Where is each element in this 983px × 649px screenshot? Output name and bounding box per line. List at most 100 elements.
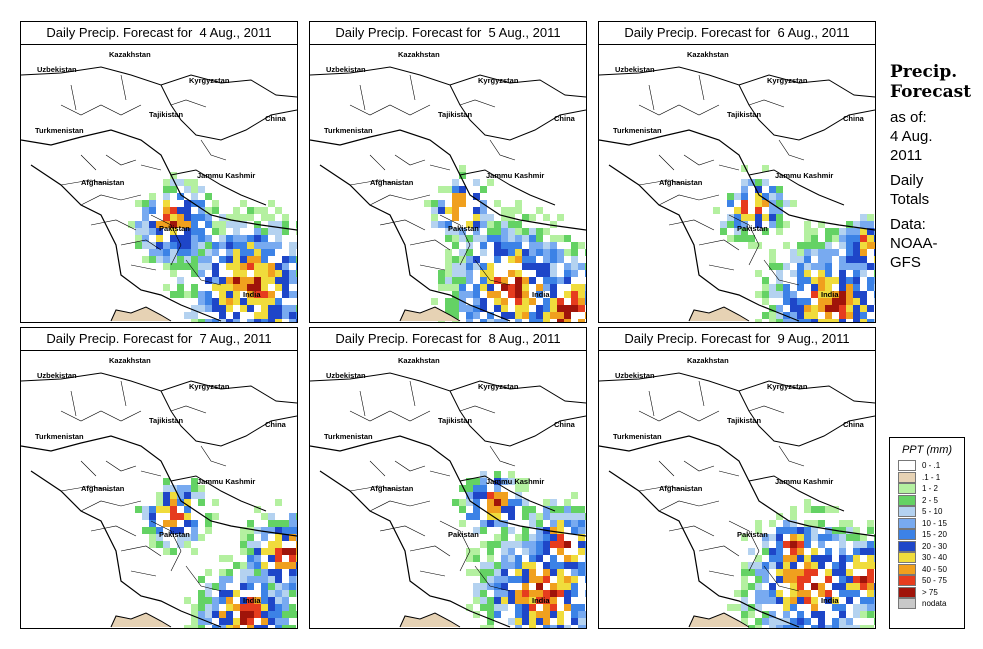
precip-cell: [571, 520, 578, 527]
precip-cell: [296, 305, 297, 312]
map-labels: KazakhstanUzbekistanKyrgyzstanTajikistan…: [35, 50, 287, 299]
precip-cell: [522, 277, 529, 284]
precip-cell: [734, 221, 741, 228]
asof-line1: as of:: [890, 109, 927, 126]
precip-cell: [783, 263, 790, 270]
precip-cell: [776, 590, 783, 597]
precip-cell: [755, 555, 762, 562]
precip-cell: [163, 179, 170, 186]
precip-cell: [494, 541, 501, 548]
precip-cell: [198, 249, 205, 256]
precip-cell: [452, 298, 459, 305]
precip-cell: [825, 242, 832, 249]
precip-cell: [811, 555, 818, 562]
precip-cell: [846, 576, 853, 583]
precip-cell: [571, 527, 578, 534]
precip-cell: [550, 611, 557, 618]
precip-cell: [522, 548, 529, 555]
precip-cell: [177, 214, 184, 221]
precip-cell: [832, 569, 839, 576]
precip-cell: [811, 583, 818, 590]
precip-cell: [818, 319, 825, 322]
precip-cell: [254, 555, 261, 562]
precip-cell: [289, 569, 296, 576]
precip-cell: [191, 270, 198, 277]
precip-cell: [846, 555, 853, 562]
precip-cell: [177, 235, 184, 242]
precip-cell: [550, 249, 557, 256]
precip-cell: [487, 555, 494, 562]
precip-cell: [247, 263, 254, 270]
precip-cell: [550, 562, 557, 569]
precip-cell: [198, 576, 205, 583]
precip-cell: [219, 569, 226, 576]
precip-cell: [452, 256, 459, 263]
precip-cell: [543, 618, 550, 625]
precip-cell: [466, 492, 473, 499]
precip-cell: [177, 277, 184, 284]
precip-cell: [529, 214, 536, 221]
precip-cell: [797, 305, 804, 312]
precip-cell: [825, 263, 832, 270]
precip-cell: [205, 207, 212, 214]
map-label-kyrgyzstan: Kyrgyzstan: [767, 382, 808, 391]
precip-cell: [550, 221, 557, 228]
precip-cell: [473, 235, 480, 242]
precip-cell: [240, 242, 247, 249]
precip-cell: [783, 520, 790, 527]
precip-cell: [550, 270, 557, 277]
precip-cell: [473, 569, 480, 576]
precip-cell: [867, 214, 874, 221]
precip-cell: [874, 611, 875, 618]
precip-cell: [811, 604, 818, 611]
precip-cell: [459, 228, 466, 235]
precip-cell: [769, 583, 776, 590]
precip-cell: [734, 214, 741, 221]
precip-cell: [853, 541, 860, 548]
precip-cell: [247, 569, 254, 576]
precip-cell: [839, 569, 846, 576]
precip-cell: [205, 291, 212, 298]
precip-cell: [452, 186, 459, 193]
precip-cell: [543, 625, 550, 628]
forecast-panel-aug4: Daily Precip. Forecast for 4 Aug., 2011 …: [20, 21, 298, 323]
precip-cell: [487, 221, 494, 228]
precip-cell: [191, 485, 198, 492]
precip-cell: [825, 319, 832, 322]
precip-cell: [212, 200, 219, 207]
precip-cell: [296, 534, 297, 541]
precip-cell: [487, 319, 494, 322]
precip-cell: [839, 625, 846, 628]
precip-cell: [142, 235, 149, 242]
precip-cell: [811, 597, 818, 604]
precip-cell: [501, 319, 508, 322]
precip-cell: [846, 221, 853, 228]
precip-cell: [846, 569, 853, 576]
precip-cell: [198, 319, 205, 322]
precip-cell: [529, 576, 536, 583]
precip-cell: [459, 270, 466, 277]
precip-cell: [564, 513, 571, 520]
precip-cell: [212, 513, 219, 520]
precip-cell: [839, 583, 846, 590]
precip-cell: [853, 235, 860, 242]
precip-cell: [529, 506, 536, 513]
precip-cell: [790, 618, 797, 625]
precip-cell: [783, 611, 790, 618]
precip-cell: [578, 527, 585, 534]
precip-cell: [571, 562, 578, 569]
precip-cell: [536, 611, 543, 618]
precip-cell: [811, 263, 818, 270]
precip-cell: [487, 179, 494, 186]
precip-cell: [769, 263, 776, 270]
precip-cell: [135, 506, 142, 513]
precip-cell: [452, 270, 459, 277]
precip-cell: [473, 527, 480, 534]
precip-cell: [874, 242, 875, 249]
precip-cell: [860, 583, 867, 590]
precip-cell: [219, 305, 226, 312]
precip-cell: [874, 597, 875, 604]
precip-cell: [289, 625, 296, 628]
precip-cell: [536, 520, 543, 527]
precip-cell: [156, 221, 163, 228]
